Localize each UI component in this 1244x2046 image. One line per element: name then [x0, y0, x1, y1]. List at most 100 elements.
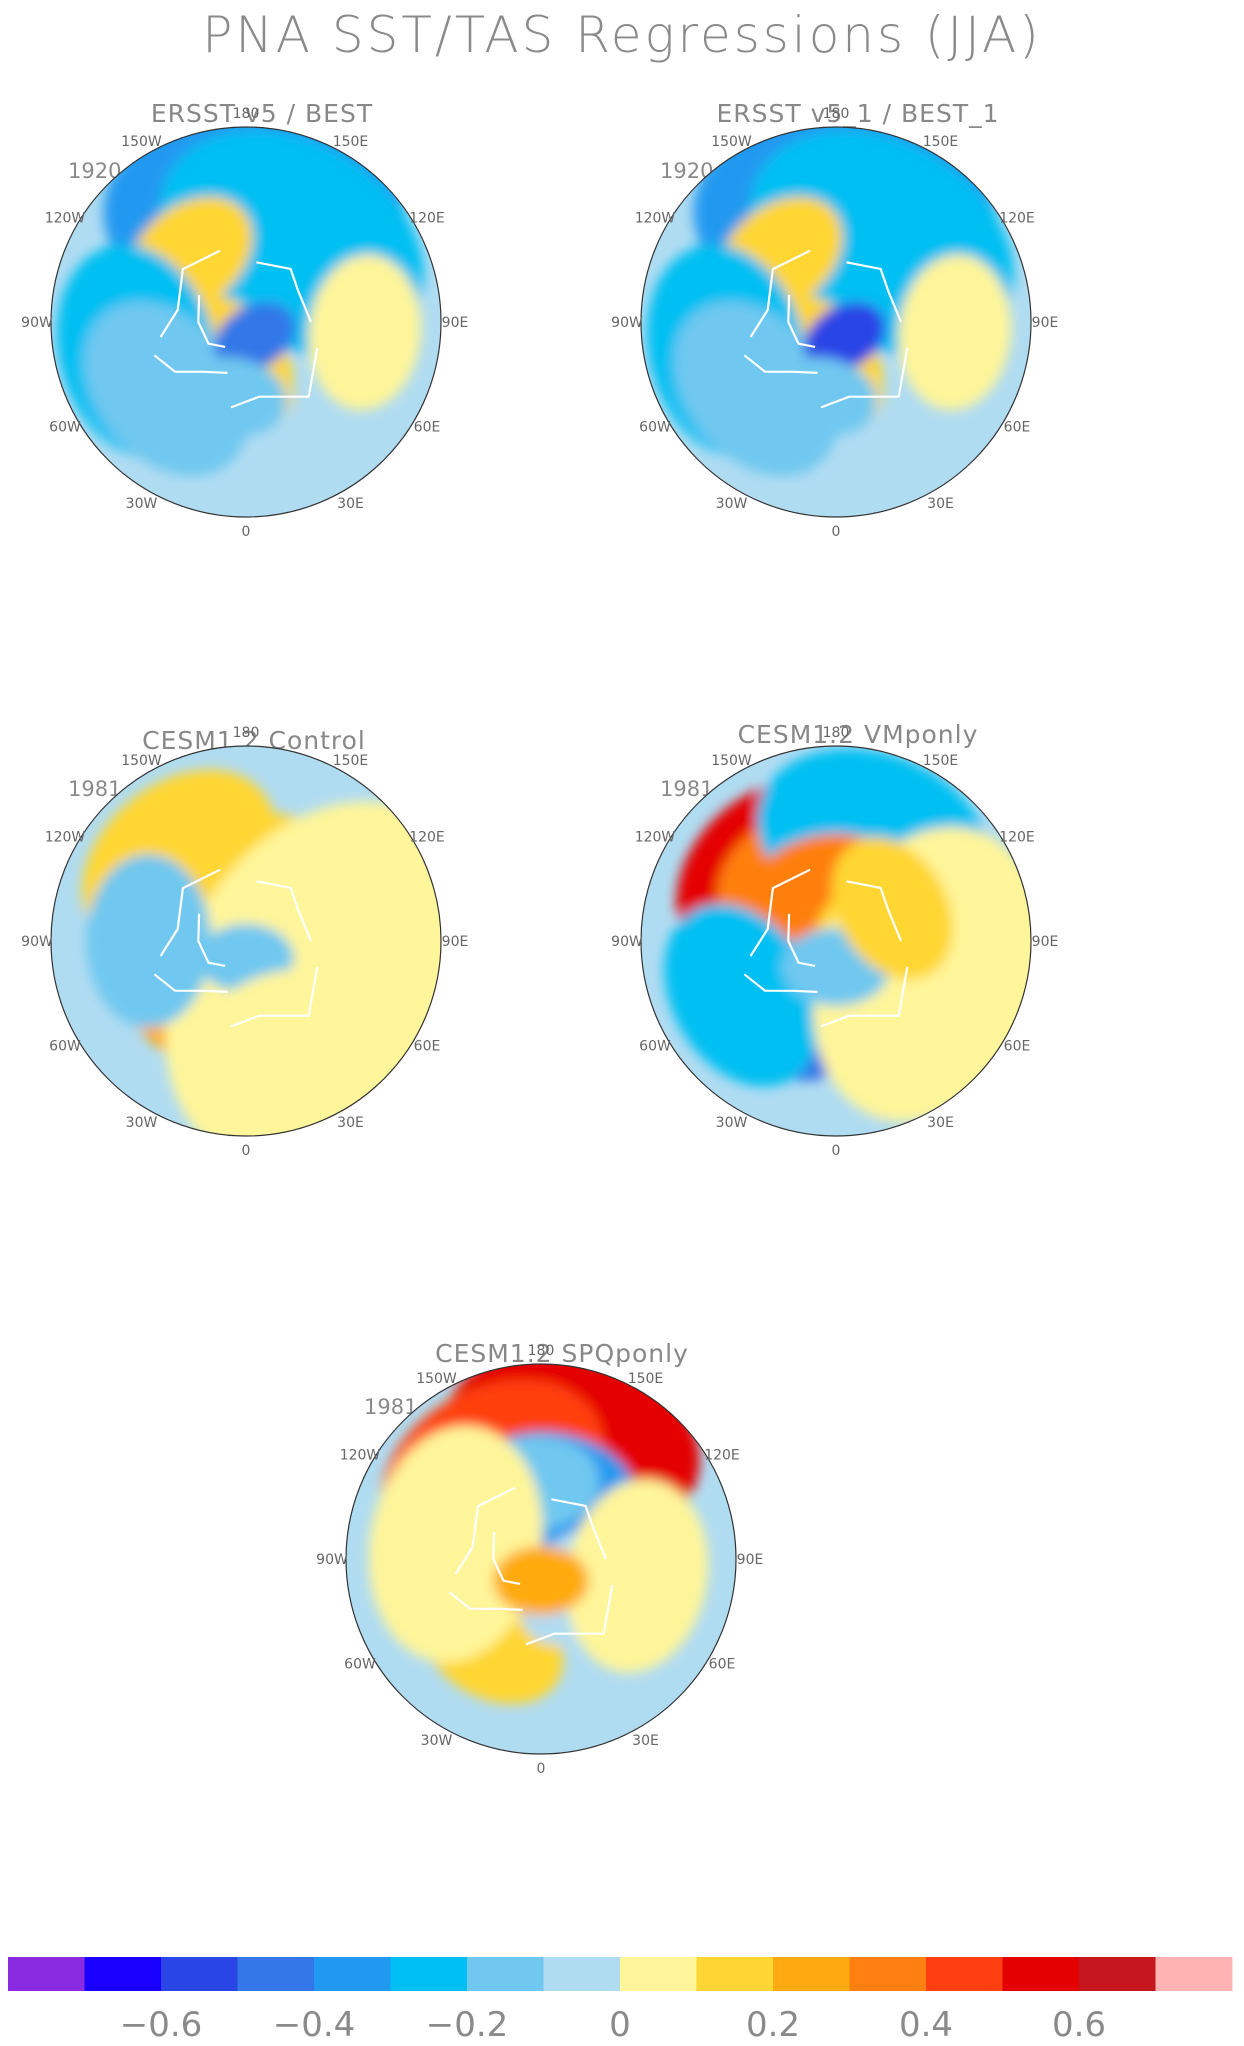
- longitude-label: 30W: [126, 496, 158, 512]
- longitude-label: 60E: [414, 1039, 441, 1055]
- anomaly-region: [493, 1546, 589, 1615]
- colorbar-swatch: [620, 1957, 697, 1991]
- longitude-label: 180: [233, 106, 260, 122]
- longitude-label: 120E: [704, 1448, 740, 1464]
- colorbar-swatch: [84, 1957, 162, 1991]
- map-panel-ersst-best-1: ERSST v5_1 / BEST_11920–2017180150E120E9…: [611, 99, 1058, 540]
- colorbar-swatch: [926, 1957, 1003, 1991]
- map-panel-cesm-spqponly: CESM1.2 SPQponly1981–2000180150E120E90E6…: [316, 1339, 764, 1777]
- longitude-label: 90W: [21, 934, 53, 950]
- longitude-label: 60E: [1004, 1039, 1031, 1055]
- longitude-label: 120W: [45, 830, 86, 846]
- map-border: [640, 745, 1032, 1137]
- longitude-label: 0: [242, 524, 251, 540]
- longitude-label: 30W: [421, 1733, 453, 1749]
- longitude-label: 30E: [337, 1115, 364, 1131]
- anomaly-region: [308, 254, 422, 411]
- longitude-label: 120W: [635, 830, 676, 846]
- panels-group: ERSST v5 / BEST1920–2017180150E120E90E60…: [21, 99, 1059, 1777]
- colorbar-swatch: [161, 1957, 238, 1991]
- colorbar-tick-label: 0.6: [1052, 2005, 1106, 2045]
- anomaly-region: [179, 357, 287, 437]
- longitude-label: 90E: [737, 1552, 764, 1568]
- anomaly-region: [368, 1425, 543, 1663]
- longitude-label: 60W: [49, 420, 81, 436]
- longitude-label: 120W: [45, 211, 86, 227]
- longitude-label: 180: [823, 106, 850, 122]
- anomaly-region: [214, 302, 296, 372]
- colorbar-tick-label: 0: [609, 2005, 631, 2045]
- longitude-label: 150E: [628, 1371, 664, 1387]
- coastlines: [743, 868, 909, 1028]
- colorbar-tick-label: 0.2: [746, 2005, 800, 2045]
- anomaly-region: [86, 854, 211, 1028]
- map-border: [640, 126, 1032, 518]
- longitude-label: 90E: [442, 315, 469, 331]
- longitude-label: 90W: [316, 1552, 348, 1568]
- longitude-label: 150E: [923, 134, 959, 150]
- panel-title: CESM1.2 SPQponly: [435, 1339, 689, 1368]
- longitude-label: 30W: [716, 1115, 748, 1131]
- panel-title: ERSST v5_1 / BEST_1: [716, 99, 999, 128]
- longitude-label: 120W: [340, 1448, 381, 1464]
- longitude-label: 120E: [999, 211, 1035, 227]
- longitude-label: 60W: [49, 1039, 81, 1055]
- coastlines: [153, 868, 319, 1028]
- colorbar-swatch: [773, 1957, 850, 1991]
- longitude-label: 0: [832, 1143, 841, 1159]
- anomaly-region: [664, 903, 821, 1087]
- longitude-label: 180: [528, 1343, 555, 1359]
- longitude-label: 90W: [611, 934, 643, 950]
- longitude-label: 60W: [344, 1657, 376, 1673]
- map-border: [50, 745, 442, 1137]
- panel-title: ERSST v5 / BEST: [151, 99, 373, 128]
- longitude-label: 120E: [409, 830, 445, 846]
- coastlines: [153, 249, 319, 409]
- longitude-label: 0: [242, 1143, 251, 1159]
- anomaly-region: [188, 968, 378, 1117]
- longitude-label: 60E: [709, 1657, 736, 1673]
- anomaly-region: [83, 301, 249, 477]
- longitude-label: 150W: [121, 753, 162, 769]
- longitude-label: 60W: [639, 420, 671, 436]
- colorbar-swatch: [696, 1957, 774, 1991]
- longitude-label: 150W: [711, 753, 752, 769]
- longitude-label: 120E: [999, 830, 1035, 846]
- anomaly-region: [565, 1479, 709, 1673]
- colorbar-swatch: [467, 1957, 544, 1991]
- map-border: [345, 1363, 737, 1755]
- longitude-label: 90W: [21, 315, 53, 331]
- colorbar-tick-label: −0.6: [120, 2005, 203, 2045]
- longitude-label: 180: [233, 725, 260, 741]
- colorbar-swatch: [1002, 1957, 1080, 1991]
- colorbar-swatch: [8, 1957, 85, 1991]
- longitude-label: 180: [823, 725, 850, 741]
- longitude-label: 90W: [611, 315, 643, 331]
- colorbar-tick-label: −0.4: [273, 2005, 356, 2045]
- longitude-label: 0: [832, 524, 841, 540]
- longitude-label: 60E: [414, 420, 441, 436]
- anomaly-region: [831, 837, 953, 980]
- map-border: [50, 126, 442, 518]
- longitude-label: 90E: [1032, 934, 1059, 950]
- panel-title: CESM1.2 VMponly: [738, 720, 979, 749]
- longitude-label: 30E: [632, 1733, 659, 1749]
- longitude-label: 0: [537, 1761, 546, 1777]
- colorbar-tick-label: −0.2: [426, 2005, 509, 2045]
- longitude-label: 30E: [927, 496, 954, 512]
- anomaly-region: [769, 357, 877, 437]
- longitude-label: 30E: [927, 1115, 954, 1131]
- coastlines: [448, 1486, 614, 1646]
- longitude-label: 120W: [635, 211, 676, 227]
- longitude-label: 150W: [121, 134, 162, 150]
- map-panel-cesm-control: CESM1.2 Control1981–2000180150E120E90E60…: [21, 725, 469, 1159]
- longitude-label: 30W: [716, 496, 748, 512]
- anomaly-region: [804, 302, 886, 372]
- colorbar: −0.6 −0.4 −0.2 0 0.2 0.4 0.6: [8, 1957, 1233, 2045]
- anomaly-region: [898, 254, 1012, 411]
- colorbar-swatch: [314, 1957, 391, 1991]
- colorbar-swatch: [1079, 1957, 1156, 1991]
- longitude-label: 90E: [442, 934, 469, 950]
- longitude-label: 60W: [639, 1039, 671, 1055]
